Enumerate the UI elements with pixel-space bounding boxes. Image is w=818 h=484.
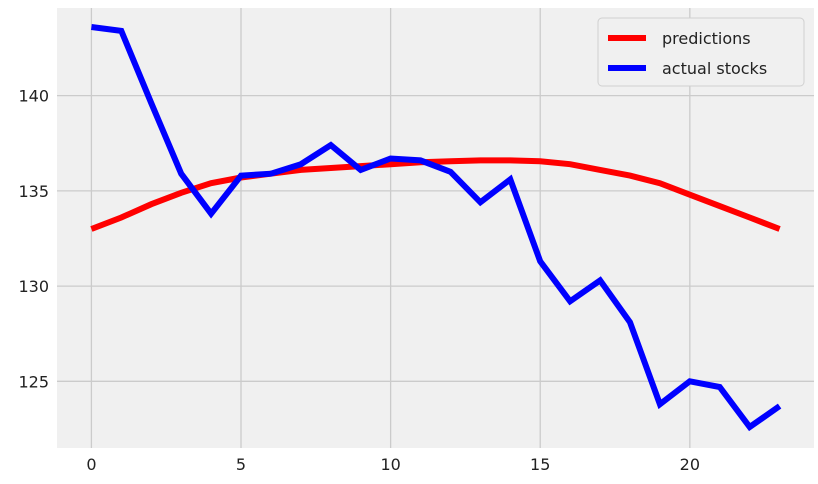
x-tick-label: 15 <box>530 455 550 474</box>
series-line-actual-stocks <box>91 24 782 432</box>
y-tick-label: 130 <box>18 277 49 296</box>
y-tick-label: 125 <box>18 372 49 391</box>
x-tick-label: 10 <box>380 455 400 474</box>
legend: predictions actual stocks <box>597 17 805 87</box>
legend-label: predictions <box>662 29 751 48</box>
x-tick-label: 20 <box>680 455 700 474</box>
series-lines <box>90 24 782 432</box>
x-tick-label: 0 <box>86 455 96 474</box>
series-line-predictions <box>90 157 781 232</box>
y-tick-label: 140 <box>18 87 49 106</box>
legend-box <box>597 17 805 87</box>
x-tick-label: 5 <box>236 455 246 474</box>
y-tick-label: 135 <box>18 182 49 201</box>
x-tick-labels: 0 5 10 15 20 <box>86 455 700 474</box>
legend-label: actual stocks <box>662 59 767 78</box>
y-tick-labels: 125 130 135 140 <box>18 87 49 392</box>
